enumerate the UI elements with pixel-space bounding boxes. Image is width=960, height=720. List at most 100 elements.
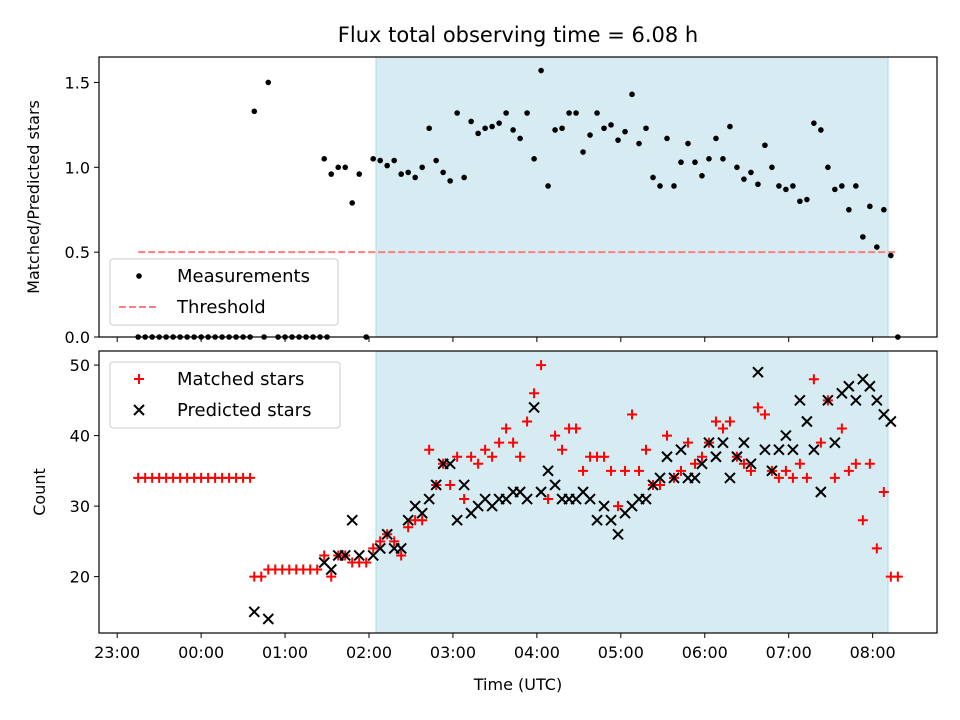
measurement-point [496, 120, 502, 126]
matched-star-point [794, 458, 805, 469]
measurement-point [503, 110, 509, 116]
measurement-point [461, 174, 467, 181]
legend-predicted-marker [133, 404, 145, 416]
predicted-star-point [325, 563, 337, 576]
matched-star-point [459, 494, 470, 505]
measurement-point [790, 183, 796, 189]
predicted-star-point [549, 479, 561, 491]
matched-star-point [724, 416, 735, 427]
predicted-star-point [612, 528, 624, 541]
legend-measurements-marker [136, 273, 142, 279]
measurement-point [776, 183, 782, 189]
matched-star-point [543, 494, 554, 505]
predicted-star-point [808, 443, 820, 456]
y-tick-label: 50 [70, 356, 90, 375]
measurement-point [384, 162, 390, 169]
predicted-star-point [864, 380, 876, 392]
measurement-point [741, 176, 747, 182]
x-tick-label: 05:00 [598, 643, 644, 662]
measurement-point [615, 137, 621, 143]
measurement-point [489, 123, 495, 130]
measurement-point [727, 123, 733, 130]
measurement-point [671, 183, 677, 189]
predicted-star-point [843, 380, 855, 392]
measurement-point [650, 174, 656, 181]
predicted-star-point [885, 415, 897, 428]
predicted-star-point [591, 514, 603, 526]
predicted-star-point [654, 472, 666, 484]
matched-star-point [312, 564, 323, 575]
measurement-point [762, 142, 768, 149]
matched-star-point [689, 458, 700, 469]
predicted-star-point [444, 458, 456, 470]
legend-matched-marker [134, 374, 144, 384]
matched-star-point [752, 402, 763, 413]
matched-star-point [850, 458, 861, 469]
predicted-star-point [766, 465, 778, 477]
axes-frame [98, 350, 938, 634]
predicted-star-point [542, 465, 554, 477]
x-tick-label: 00:00 [178, 643, 224, 662]
measurement-point [720, 156, 726, 162]
predicted-star-point [815, 486, 827, 498]
matched-star-point [815, 437, 826, 448]
measurement-point [818, 127, 824, 133]
matched-star-point [857, 515, 868, 526]
matched-star-point [571, 423, 582, 434]
matched-star-point [417, 515, 428, 526]
x-tick-label: 23:00 [94, 643, 140, 662]
observing-span [375, 56, 889, 338]
y-axis-label: Matched/Predicted stars [24, 100, 43, 294]
bottom-panel: 20 30 40 50 23:00 00:00 01:00 02:00 03:00 04:00 05… [30, 350, 938, 662]
matched-star-point [578, 465, 589, 476]
matched-star-point [871, 543, 882, 554]
measurement-point [342, 164, 349, 171]
measurement-point [783, 186, 789, 193]
measurement-point [832, 186, 838, 193]
predicted-star-point [346, 514, 358, 526]
matched-star-point [550, 430, 561, 441]
y-tick-label: 1.5 [65, 73, 90, 92]
measurement-point [622, 128, 628, 135]
measurement-point [356, 171, 363, 177]
measurement-point [426, 125, 432, 132]
matched-star-point [368, 543, 379, 554]
matched-star-point [710, 416, 721, 427]
predicted-star-point [829, 436, 841, 449]
measurement-point [251, 108, 258, 115]
chart-title: Flux total observing time = 6.08 h [338, 23, 698, 47]
predicted-star-point [850, 394, 862, 407]
predicted-star-point [731, 451, 743, 463]
matched-star-point [836, 423, 847, 434]
x-tick-label: 06:00 [682, 643, 728, 662]
predicted-star-point [668, 472, 680, 484]
predicted-star-point [262, 613, 274, 625]
measurement-point [328, 171, 335, 177]
predicted-star-point [584, 493, 596, 505]
y-tick-label: 20 [70, 568, 90, 587]
measurement-point [692, 159, 698, 166]
matched-star-point [529, 388, 540, 399]
predicted-star-point [780, 429, 792, 442]
legend-box [109, 361, 341, 429]
measurement-point [321, 156, 328, 162]
measurement-point [440, 169, 446, 176]
matched-star-point [773, 472, 784, 483]
measurement-point [510, 127, 516, 133]
measurement-point [664, 135, 670, 142]
x-tick-label: 02:00 [346, 643, 392, 662]
predicted-star-point [381, 528, 393, 541]
measurement-point [573, 110, 579, 116]
predicted-star-point [430, 479, 442, 491]
matched-star-point [501, 423, 512, 434]
matched-star-point [466, 451, 477, 462]
top-panel: 0.0 0.5 1.0 1.5 Matched/Predicted stars Measu… [24, 56, 938, 347]
axes-frame [98, 56, 938, 338]
x-tick-label: 07:00 [766, 643, 812, 662]
matched-star-point [620, 465, 631, 476]
measurement-point [699, 172, 705, 179]
matched-star-point [473, 458, 484, 469]
measurement-point [377, 157, 383, 164]
matched-star-point [892, 571, 903, 582]
measurement-point [846, 206, 852, 213]
